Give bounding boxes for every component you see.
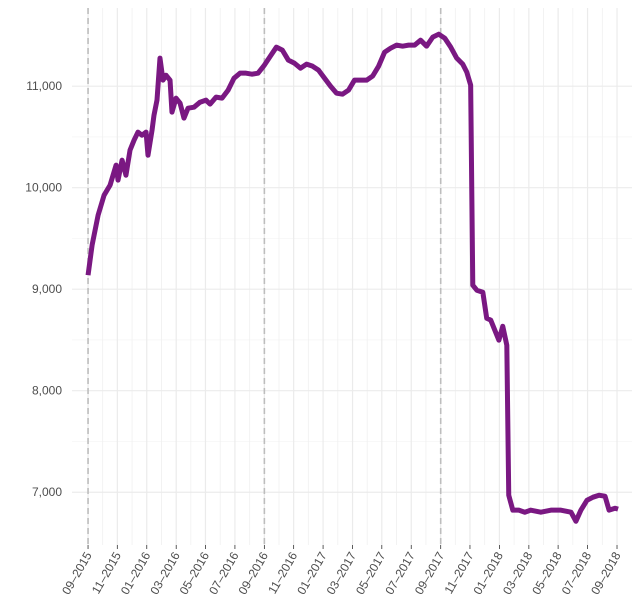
y-tick-label: 8,000 [32, 384, 62, 398]
data-line [85, 31, 619, 524]
y-tick-label: 10,000 [25, 181, 62, 195]
y-tick-label: 9,000 [32, 282, 62, 296]
y-tick-label: 11,000 [26, 79, 62, 93]
y-tick-label: 7,000 [32, 485, 62, 499]
